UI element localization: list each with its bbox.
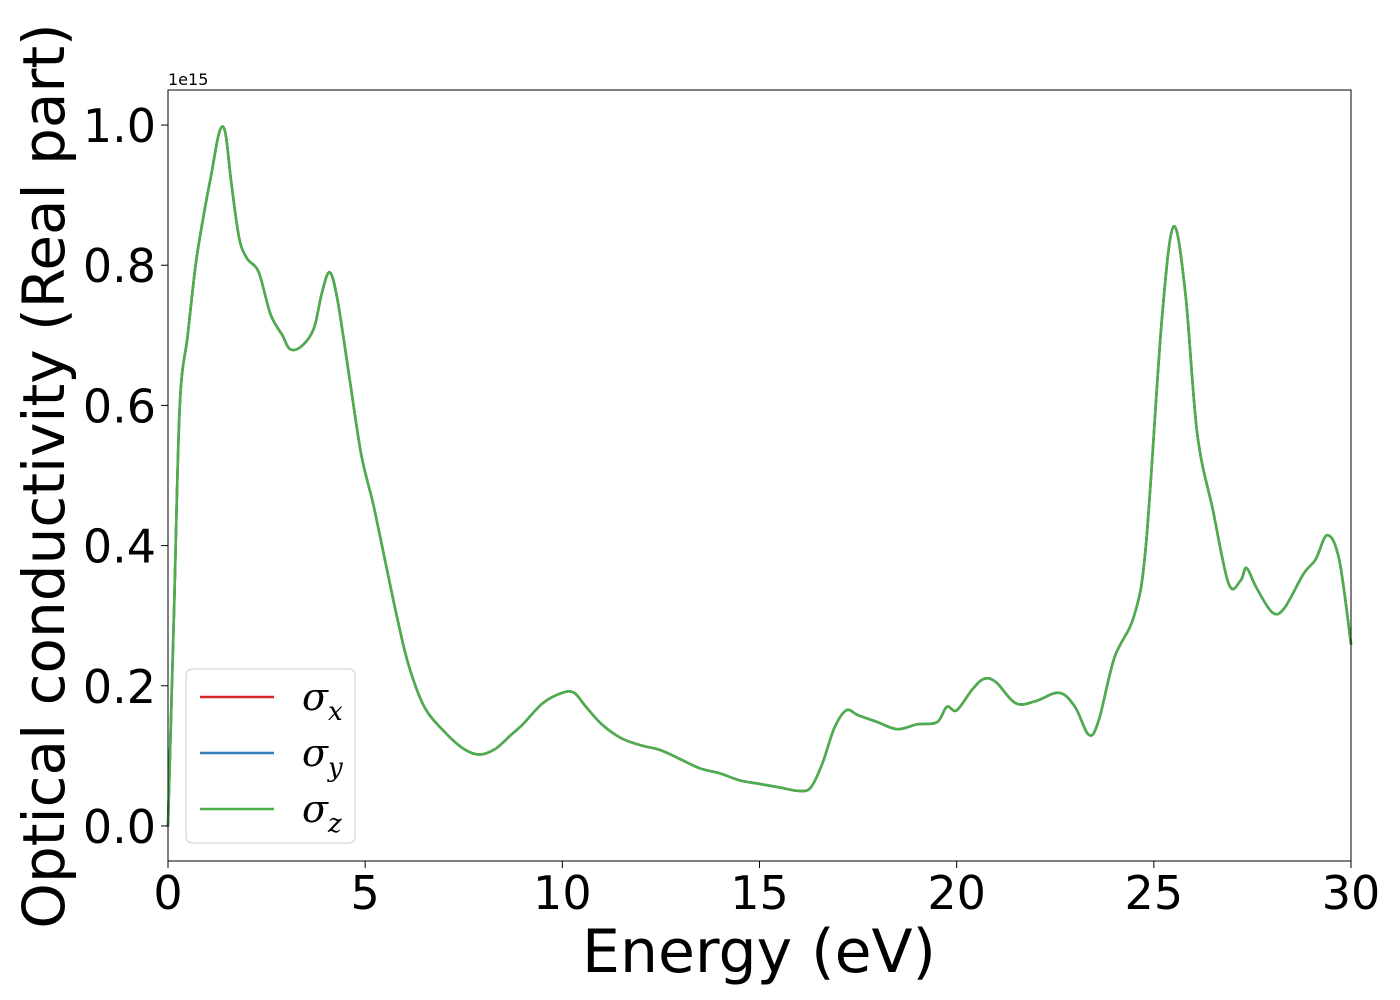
x-axis-ticks: 0 5 10 15 20 25 30	[153, 861, 1380, 920]
legend-box	[185, 668, 356, 844]
x-tick-label: 15	[730, 866, 789, 920]
y-axis-ticks: 0.0 0.2 0.4 0.6 0.8 1.0	[83, 99, 168, 854]
y-tick-label: 1.0	[83, 99, 156, 153]
series-line-z	[166, 125, 1353, 828]
y-tick-label: 0.8	[83, 239, 156, 293]
y-tick-label: 0.2	[83, 660, 156, 714]
x-tick-label: 10	[533, 866, 592, 920]
x-tick-label: 25	[1125, 866, 1184, 920]
y-axis-title: Optical conductivity (Real part)	[10, 23, 78, 928]
series-layer	[166, 125, 1353, 828]
legend-label-x: σx	[302, 675, 343, 727]
y-tick-label: 0.6	[83, 379, 156, 433]
x-tick-label: 0	[153, 866, 182, 920]
x-tick-label: 20	[927, 866, 986, 920]
y-tick-label: 0.4	[83, 520, 156, 574]
x-axis-title: Energy (eV)	[582, 917, 936, 987]
y-offset-label: 1e15	[168, 70, 208, 89]
legend-label-z: σz	[302, 787, 342, 839]
x-tick-label: 5	[351, 866, 380, 920]
y-tick-label: 0.0	[83, 800, 156, 854]
legend-label-y: σy	[302, 731, 343, 783]
x-tick-label: 30	[1322, 866, 1381, 920]
